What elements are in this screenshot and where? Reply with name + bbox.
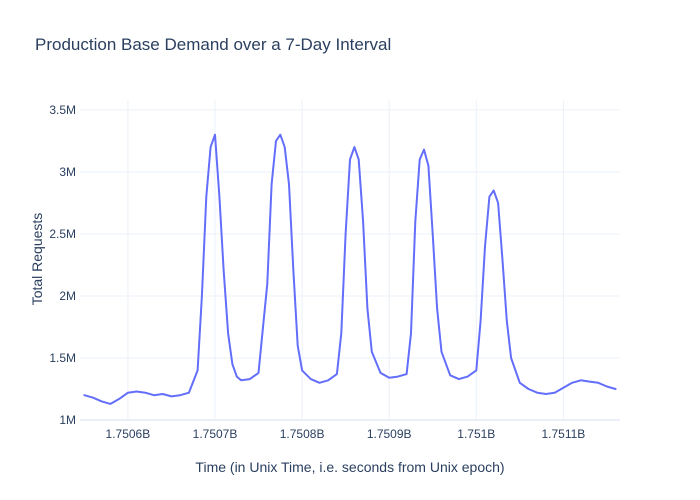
series-line: [83, 133, 617, 405]
x-axis-ticks: 1.7506B 1.7507B 1.7508B 1.7509B 1.751B 1.7511…: [106, 427, 586, 441]
y-tick-label: 1.5M: [49, 351, 76, 365]
y-axis-ticks: 1M 1.5M 2M 2.5M 3M 3.5M: [49, 103, 76, 427]
y-tick-label: 1M: [59, 413, 76, 427]
chart-title: Production Base Demand over a 7-Day Inte…: [35, 35, 391, 54]
x-axis-title: Time (in Unix Time, i.e. seconds from Un…: [195, 459, 504, 475]
grid-layer: [80, 100, 620, 421]
x-tick-label: 1.751B: [457, 427, 495, 441]
y-axis-title: Total Requests: [29, 213, 45, 306]
y-tick-label: 3M: [59, 165, 76, 179]
x-tick-label: 1.7506B: [106, 427, 151, 441]
y-tick-label: 2M: [59, 289, 76, 303]
series-layer: [83, 133, 617, 405]
x-tick-label: 1.7507B: [193, 427, 238, 441]
y-tick-label: 3.5M: [49, 103, 76, 117]
x-tick-label: 1.7508B: [280, 427, 325, 441]
x-tick-label: 1.7511B: [541, 427, 585, 441]
x-tick-label: 1.7509B: [367, 427, 412, 441]
y-tick-label: 2.5M: [49, 227, 76, 241]
